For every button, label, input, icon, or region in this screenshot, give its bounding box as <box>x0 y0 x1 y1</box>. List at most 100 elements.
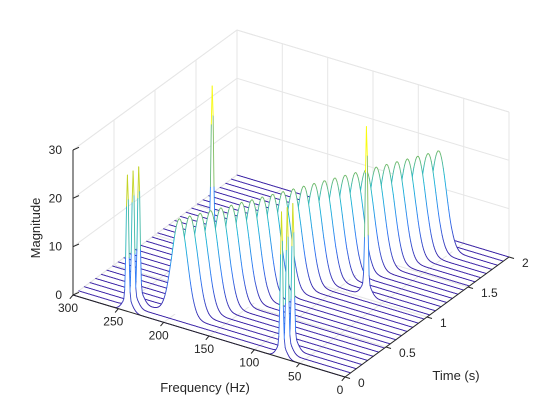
trace-22-segment-81 <box>395 215 398 224</box>
trace-22-segment-83 <box>393 201 396 210</box>
trace-25-segment-62 <box>429 228 432 235</box>
trace-25-segment-70 <box>422 175 425 184</box>
trace-23-segment-84 <box>398 164 401 169</box>
trace-24-segment-64 <box>422 245 425 250</box>
trace-26-segment-58 <box>438 219 441 227</box>
trace-25-segment-64 <box>427 216 430 225</box>
trace-21-segment-82 <box>388 243 391 250</box>
trace-22-segment-88 <box>389 170 391 177</box>
trace-22-segment-84 <box>392 194 395 203</box>
trace-23-segment-75 <box>406 218 409 226</box>
trace-25-segment-73 <box>419 160 422 166</box>
trace-21-segment-79 <box>391 255 394 260</box>
trace-26-segment-66 <box>431 165 434 173</box>
trace-25-segment-79 <box>414 159 417 164</box>
trace-23-segment-71 <box>410 241 413 247</box>
trace-23-segment-72 <box>409 236 412 243</box>
trace-22-segment-94 <box>383 165 386 170</box>
trace-22-segment-85 <box>391 187 394 196</box>
grid-line-z-3 <box>72 29 510 151</box>
trace-21-segment-91 <box>380 185 383 193</box>
trace-24-segment-73 <box>414 193 416 202</box>
trace-26-segment-62 <box>435 192 438 201</box>
trace-27-segment-71 <box>432 163 435 171</box>
trace-26-segment-59 <box>438 213 440 221</box>
trace-23-segment-81 <box>401 177 403 185</box>
trace-24-segment-65 <box>421 241 424 247</box>
trace-24-segment-85 <box>403 164 406 170</box>
trace-22-segment-95 <box>382 168 385 174</box>
trace-21-segment-95 <box>377 168 379 172</box>
trace-fill-23 <box>203 161 476 282</box>
trace-21-segment-99 <box>373 168 376 172</box>
trace-24-segment-66 <box>420 237 423 243</box>
trace-23-segment-83 <box>399 167 402 173</box>
trace-23-segment-73 <box>408 230 411 238</box>
trace-25-segment-74 <box>418 157 421 162</box>
trace-24-segment-86 <box>402 169 405 176</box>
trace-21-segment-92 <box>379 179 382 186</box>
trace-21-segment-101 <box>371 174 374 181</box>
trace-24-segment-74 <box>413 186 415 195</box>
trace-21-segment-84 <box>387 232 389 240</box>
trace-23-segment-76 <box>405 211 408 220</box>
trace-24-segment-84 <box>404 161 406 166</box>
trace-21-segment-85 <box>386 226 389 234</box>
trace-25-segment-69 <box>423 182 426 190</box>
trace-26-segment-57 <box>439 225 442 232</box>
trace-26-segment-68 <box>429 157 432 162</box>
trace-25-segment-65 <box>426 210 429 218</box>
trace-26-segment-74 <box>424 157 427 162</box>
trace-26-segment-63 <box>434 185 437 194</box>
trace-26-segment-60 <box>437 206 439 214</box>
trace-23-segment-91 <box>392 170 394 177</box>
trace-21-segment-89 <box>382 198 385 207</box>
trace-27-segment-54 <box>448 209 451 217</box>
trace-25-segment-66 <box>426 203 428 212</box>
trace-26-segment-54 <box>442 238 445 244</box>
trace-24-segment-76 <box>411 173 414 181</box>
trace-25-segment-63 <box>428 223 431 230</box>
trace-27-segment-61 <box>441 162 444 169</box>
trace-21-segment-88 <box>383 205 386 214</box>
trace-26-segment-75 <box>423 160 426 167</box>
trace-23-segment-79 <box>402 190 405 199</box>
box-top-edge <box>72 29 510 151</box>
trace-23-segment-80 <box>402 183 404 192</box>
trace-27-segment-48 <box>453 239 456 243</box>
trace-22-segment-89 <box>388 167 391 172</box>
trace-24-segment-72 <box>414 200 417 209</box>
trace-27-segment-62 <box>441 157 443 164</box>
trace-26-segment-65 <box>432 171 435 180</box>
trace-24-segment-79 <box>408 160 411 165</box>
trace-22-segment-80 <box>396 222 399 230</box>
trace-22-segment-79 <box>397 228 400 236</box>
trace-26-segment-55 <box>441 234 444 240</box>
trace-23-segment-70 <box>411 245 413 251</box>
trace-21-segment-83 <box>388 238 390 245</box>
trace-27-segment-69 <box>434 155 437 160</box>
trace-25-segment-81 <box>412 167 415 174</box>
trace-23-segment-92 <box>391 175 394 183</box>
trace-21-segment-87 <box>384 212 387 221</box>
trace-26-segment-76 <box>422 165 425 172</box>
trace-22-segment-86 <box>390 181 393 189</box>
trace-22-segment-75 <box>400 248 403 254</box>
trace-24-segment-78 <box>409 163 412 170</box>
trace-23-segment-90 <box>393 166 395 172</box>
trace-22-segment-77 <box>399 240 401 246</box>
trace-27-segment-58 <box>444 180 447 189</box>
trace-27-segment-53 <box>449 215 451 223</box>
trace-24-segment-70 <box>416 214 419 222</box>
trace-21-segment-94 <box>378 170 380 176</box>
trace-22-segment-76 <box>400 244 402 250</box>
trace-21-segment-81 <box>389 248 392 254</box>
trace-21-segment-93 <box>378 174 381 181</box>
trace-21-segment-86 <box>385 219 388 228</box>
trace-23-segment-68 <box>412 252 415 256</box>
trace-27-segment-52 <box>450 221 452 228</box>
trace-24-segment-77 <box>410 168 413 175</box>
trace-26-segment-56 <box>440 230 443 236</box>
trace-21-segment-80 <box>390 252 393 257</box>
